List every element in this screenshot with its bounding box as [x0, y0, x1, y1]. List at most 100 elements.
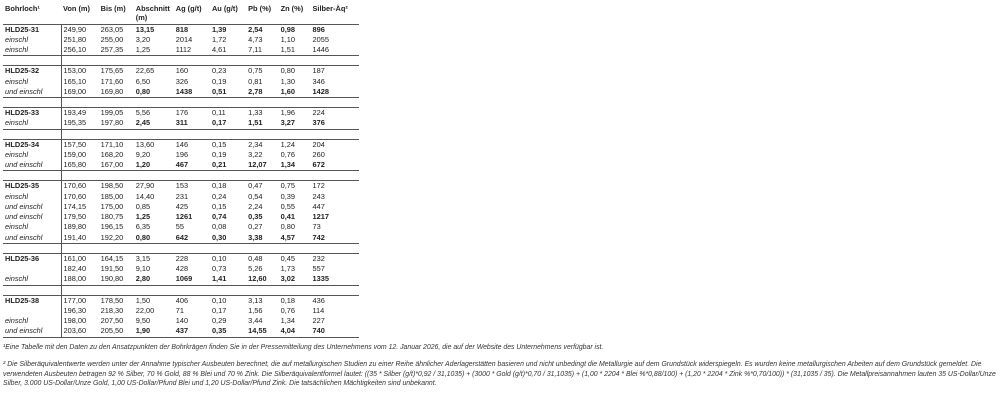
document-body: Bohrloch¹ Von (m) Bis (m) Abschnitt (m) … [3, 3, 996, 388]
interval-label-cell: und einschl [3, 232, 62, 244]
abschnitt-cell: 27,90 [135, 181, 155, 191]
header-bis: Bis (m) [98, 3, 134, 25]
bis-cell: 171,10 [100, 139, 124, 149]
zn-cell: 0,41 [280, 212, 295, 222]
interval-label-cell: einschl [3, 274, 62, 285]
footnote-2: ² Die Silberäquivalentwerte werden unter… [3, 361, 996, 388]
table-row: HLD25-38 177,00 178,50 1,50 406 0,10 3,13 0,18 4… [3, 295, 359, 306]
empty-cell [61, 242, 99, 254]
abschnitt-cell: 13,15 [135, 24, 155, 34]
empty-cell [133, 284, 174, 296]
pb-cell: 3,22 [248, 149, 263, 159]
empty-cell [310, 55, 359, 67]
zn-cell: 0,45 [280, 253, 295, 263]
ag-cell: 146 [175, 139, 189, 149]
table-row: und einschl 169,00 169,80 0,80 1438 0,51 2,78 1… [3, 86, 359, 98]
pb-cell: 0,54 [248, 191, 263, 201]
silber-aeq-cell: 73 [312, 222, 321, 232]
empty-cell [173, 242, 210, 254]
header-abschnitt: Abschnitt (m) [133, 3, 174, 25]
empty-cell [61, 55, 99, 67]
au-cell: 0,17 [211, 305, 227, 315]
empty-cell [3, 284, 62, 296]
zn-cell: 1,10 [280, 34, 295, 44]
von-cell: 188,00 [63, 274, 87, 284]
au-cell: 0,74 [211, 212, 227, 222]
table-row: 182,40 191,50 9,10 428 0,73 5,26 1,73 557 [3, 264, 359, 275]
ag-cell: 437 [173, 326, 210, 338]
ag-cell: 153 [175, 181, 189, 191]
ag-cell: 55 [175, 222, 184, 232]
abschnitt-cell: 6,50 [135, 76, 151, 86]
von-cell: 179,50 [63, 212, 87, 222]
silber-aeq-cell: 114 [312, 305, 325, 315]
zn-cell: 1,34 [280, 160, 295, 170]
empty-cell [61, 284, 99, 296]
empty-cell [209, 96, 247, 109]
silber-aeq-cell: 2055 [312, 34, 329, 44]
pb-cell: 0,48 [248, 253, 263, 263]
empty-cell [246, 55, 279, 67]
group-separator-row [3, 55, 359, 67]
au-cell: 0,73 [211, 264, 227, 274]
empty-cell [98, 242, 134, 254]
interval-label-cell: einschl [3, 149, 62, 161]
von-cell: 203,60 [61, 326, 99, 338]
pb-cell: 12,07 [248, 160, 267, 170]
von-cell: 159,00 [63, 149, 87, 159]
au-cell: 1,41 [211, 274, 227, 284]
table-row: und einschl 203,60 205,50 1,90 437 0,35 14,55 4… [3, 326, 359, 338]
bis-cell: 263,05 [100, 24, 124, 34]
au-cell: 0,10 [211, 253, 227, 263]
empty-cell [310, 242, 359, 254]
ag-cell: 2014 [175, 34, 193, 44]
table-row: einschl 188,00 190,80 2,80 1069 1,41 12,60 3,02… [3, 274, 359, 285]
table-row: einschl 165,10 171,60 6,50 326 0,19 0,81 1,30 34… [3, 76, 359, 87]
hole-id-cell: HLD25-32 [3, 65, 62, 77]
silber-aeq-cell: 1335 [312, 274, 329, 284]
interval-label-cell: einschl [3, 118, 62, 129]
pb-cell: 3,44 [248, 316, 263, 326]
empty-cell [98, 284, 134, 296]
interval-label-cell: und einschl [3, 212, 62, 223]
bis-cell: 192,20 [100, 232, 124, 242]
bis-cell: 197,80 [100, 118, 124, 128]
ag-cell: 425 [175, 201, 189, 211]
von-cell: 177,00 [63, 295, 87, 305]
ag-cell: 160 [175, 66, 189, 76]
table-row: einschl 195,35 197,80 2,45 311 0,17 1,51 3,27 37… [3, 118, 359, 129]
empty-cell [173, 96, 210, 109]
header-pb: Pb (%) [246, 3, 279, 25]
ag-cell: 71 [175, 305, 184, 315]
empty-cell [3, 128, 62, 140]
empty-cell [278, 242, 311, 254]
bis-cell: 178,50 [100, 295, 124, 305]
au-cell: 0,24 [211, 191, 227, 201]
ag-cell: 818 [175, 24, 189, 34]
abschnitt-cell: 6,35 [135, 222, 151, 232]
zn-cell: 4,57 [280, 232, 295, 242]
pb-cell: 3,13 [248, 295, 263, 305]
von-cell: 198,00 [63, 316, 87, 326]
empty-cell [3, 96, 62, 109]
table-row: einschl 170,60 185,00 14,40 231 0,24 0,54 0,39 2… [3, 191, 359, 202]
au-cell: 0,51 [211, 86, 227, 96]
table-row: HLD25-32 153,00 175,65 22,65 160 0,23 0,75 0,80… [3, 65, 359, 77]
bis-cell: 169,80 [100, 86, 124, 96]
abschnitt-cell: 2,80 [135, 274, 151, 284]
ag-cell: 326 [175, 76, 189, 86]
ag-cell: 1438 [175, 86, 193, 96]
von-cell: 165,80 [63, 160, 87, 170]
von-cell: 161,00 [63, 253, 87, 263]
table-row: einschl 189,80 196,15 6,35 55 0,08 0,27 0,80 73 [3, 222, 359, 233]
abschnitt-cell: 9,10 [135, 264, 151, 274]
silber-aeq-cell: 740 [310, 326, 359, 338]
hole-id-cell: HLD25-38 [3, 295, 62, 306]
zn-cell: 0,80 [280, 66, 295, 76]
bis-cell: 205,50 [98, 326, 134, 338]
table-header-row: Bohrloch¹ Von (m) Bis (m) Abschnitt (m) … [3, 3, 359, 25]
bis-cell: 199,05 [100, 108, 124, 118]
empty-cell [278, 55, 311, 67]
empty-cell [61, 170, 99, 182]
au-cell: 0,15 [211, 201, 227, 211]
